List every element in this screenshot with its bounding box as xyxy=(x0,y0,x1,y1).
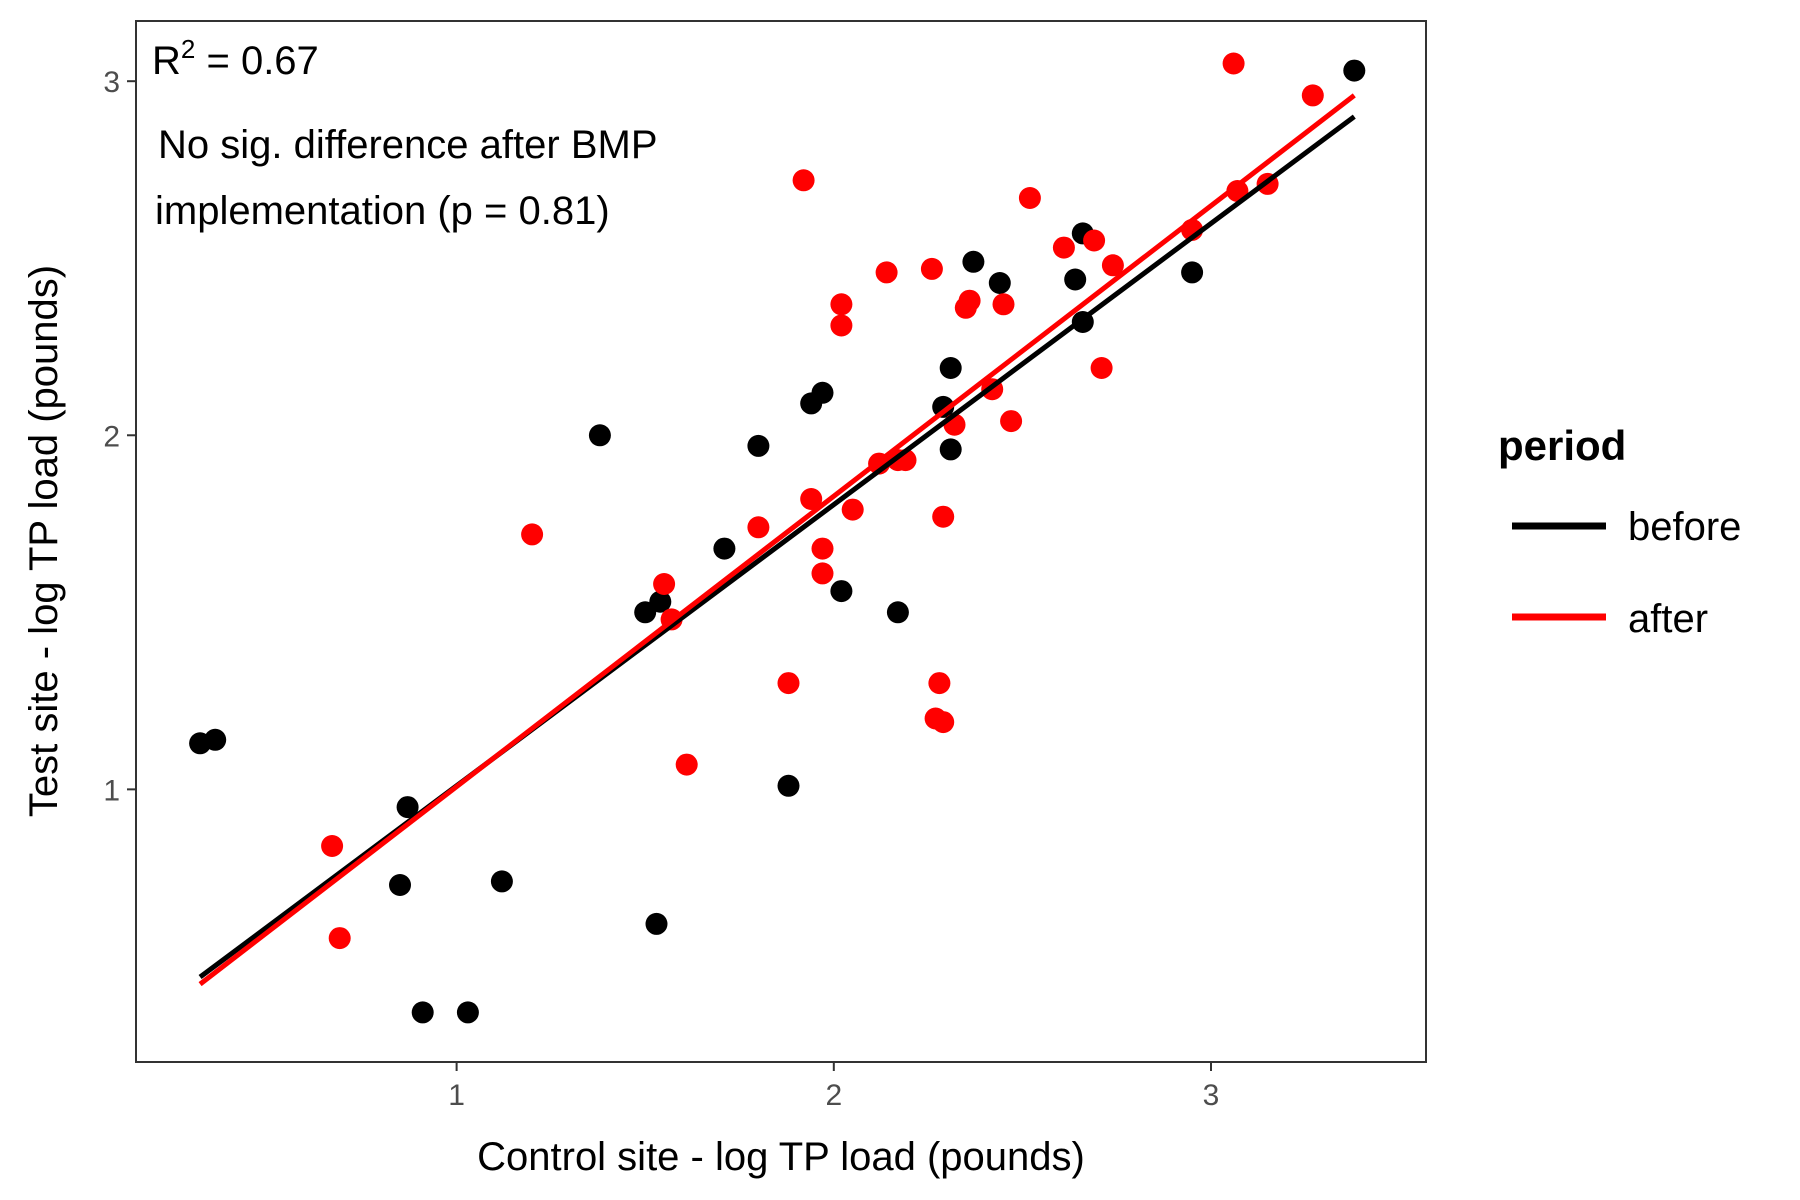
data-point-after xyxy=(747,516,770,539)
y-axis-title: Test site - log TP load (pounds) xyxy=(22,265,66,817)
data-point-before xyxy=(939,438,962,461)
legend: period before after xyxy=(1498,422,1741,641)
r-squared-superscript: 2 xyxy=(181,34,195,64)
data-point-before xyxy=(747,434,770,457)
data-point-after xyxy=(992,293,1015,316)
data-point-before xyxy=(204,728,227,751)
data-point-before xyxy=(830,580,853,603)
data-point-after xyxy=(328,927,351,950)
significance-annotation-line-1: No sig. difference after BMP xyxy=(158,123,658,167)
x-tick-label: 1 xyxy=(448,1079,465,1112)
data-point-after xyxy=(1301,84,1324,107)
data-point-after xyxy=(777,672,800,695)
data-point-after xyxy=(932,505,955,528)
data-point-before xyxy=(1064,268,1087,291)
data-point-before xyxy=(1343,59,1366,82)
significance-annotation-line-2: implementation (p = 0.81) xyxy=(155,189,610,233)
legend-label-before: before xyxy=(1628,505,1741,549)
legend-label-after: after xyxy=(1628,597,1708,641)
data-point-before xyxy=(932,395,955,418)
legend-title: period xyxy=(1498,422,1626,469)
data-point-before xyxy=(411,1001,434,1024)
data-point-after xyxy=(521,523,544,546)
data-point-after xyxy=(800,488,823,510)
data-point-after xyxy=(875,261,898,284)
data-point-before xyxy=(939,357,962,379)
regression-line-after xyxy=(198,93,1356,987)
plot-panel-border xyxy=(135,20,1427,1063)
data-point-after xyxy=(1090,357,1113,379)
data-point-before xyxy=(649,590,672,613)
data-point-before xyxy=(1181,261,1204,284)
r-squared-value: = 0.67 xyxy=(195,39,318,83)
data-point-before xyxy=(811,381,834,404)
r-squared-symbol: R xyxy=(152,39,181,83)
x-tick-label: 2 xyxy=(825,1079,842,1112)
data-point-before xyxy=(490,870,513,893)
data-point-after xyxy=(928,672,951,695)
data-point-after xyxy=(830,314,853,337)
data-point-after xyxy=(932,711,955,734)
x-axis-title: Control site - log TP load (pounds) xyxy=(477,1135,1085,1179)
y-tick-label: 1 xyxy=(103,774,120,807)
data-point-after xyxy=(675,753,698,776)
data-point-before xyxy=(396,796,419,819)
axes: 1 2 3 1 2 3 xyxy=(103,66,1219,1112)
data-point-before xyxy=(886,601,909,624)
data-point-after xyxy=(958,289,981,312)
y-tick-label: 2 xyxy=(103,420,120,453)
r-squared-annotation: R2 = 0.67 xyxy=(152,34,319,83)
data-point-after xyxy=(1222,52,1245,75)
data-point-before xyxy=(456,1001,479,1024)
data-point-before xyxy=(389,874,411,896)
data-point-after xyxy=(1083,229,1106,252)
plot-area xyxy=(189,52,1366,1024)
data-point-before xyxy=(962,250,985,273)
data-point-before xyxy=(588,424,611,447)
data-point-after xyxy=(1101,254,1124,277)
data-point-before xyxy=(713,537,736,560)
data-point-before xyxy=(988,272,1011,294)
data-point-before xyxy=(777,774,800,797)
data-point-after xyxy=(1000,410,1023,433)
data-point-before xyxy=(645,912,668,935)
data-point-after xyxy=(792,169,815,192)
data-point-after xyxy=(321,835,344,857)
data-point-after xyxy=(1018,187,1041,209)
data-point-after xyxy=(830,293,853,316)
data-point-after xyxy=(841,498,864,521)
data-point-after xyxy=(1226,180,1249,202)
y-tick-label: 3 xyxy=(103,66,120,99)
data-point-after xyxy=(811,537,834,560)
data-point-after xyxy=(811,562,834,585)
data-point-after xyxy=(653,573,676,595)
data-point-after xyxy=(920,257,943,280)
x-tick-label: 3 xyxy=(1203,1079,1220,1112)
data-point-after xyxy=(1052,236,1075,259)
